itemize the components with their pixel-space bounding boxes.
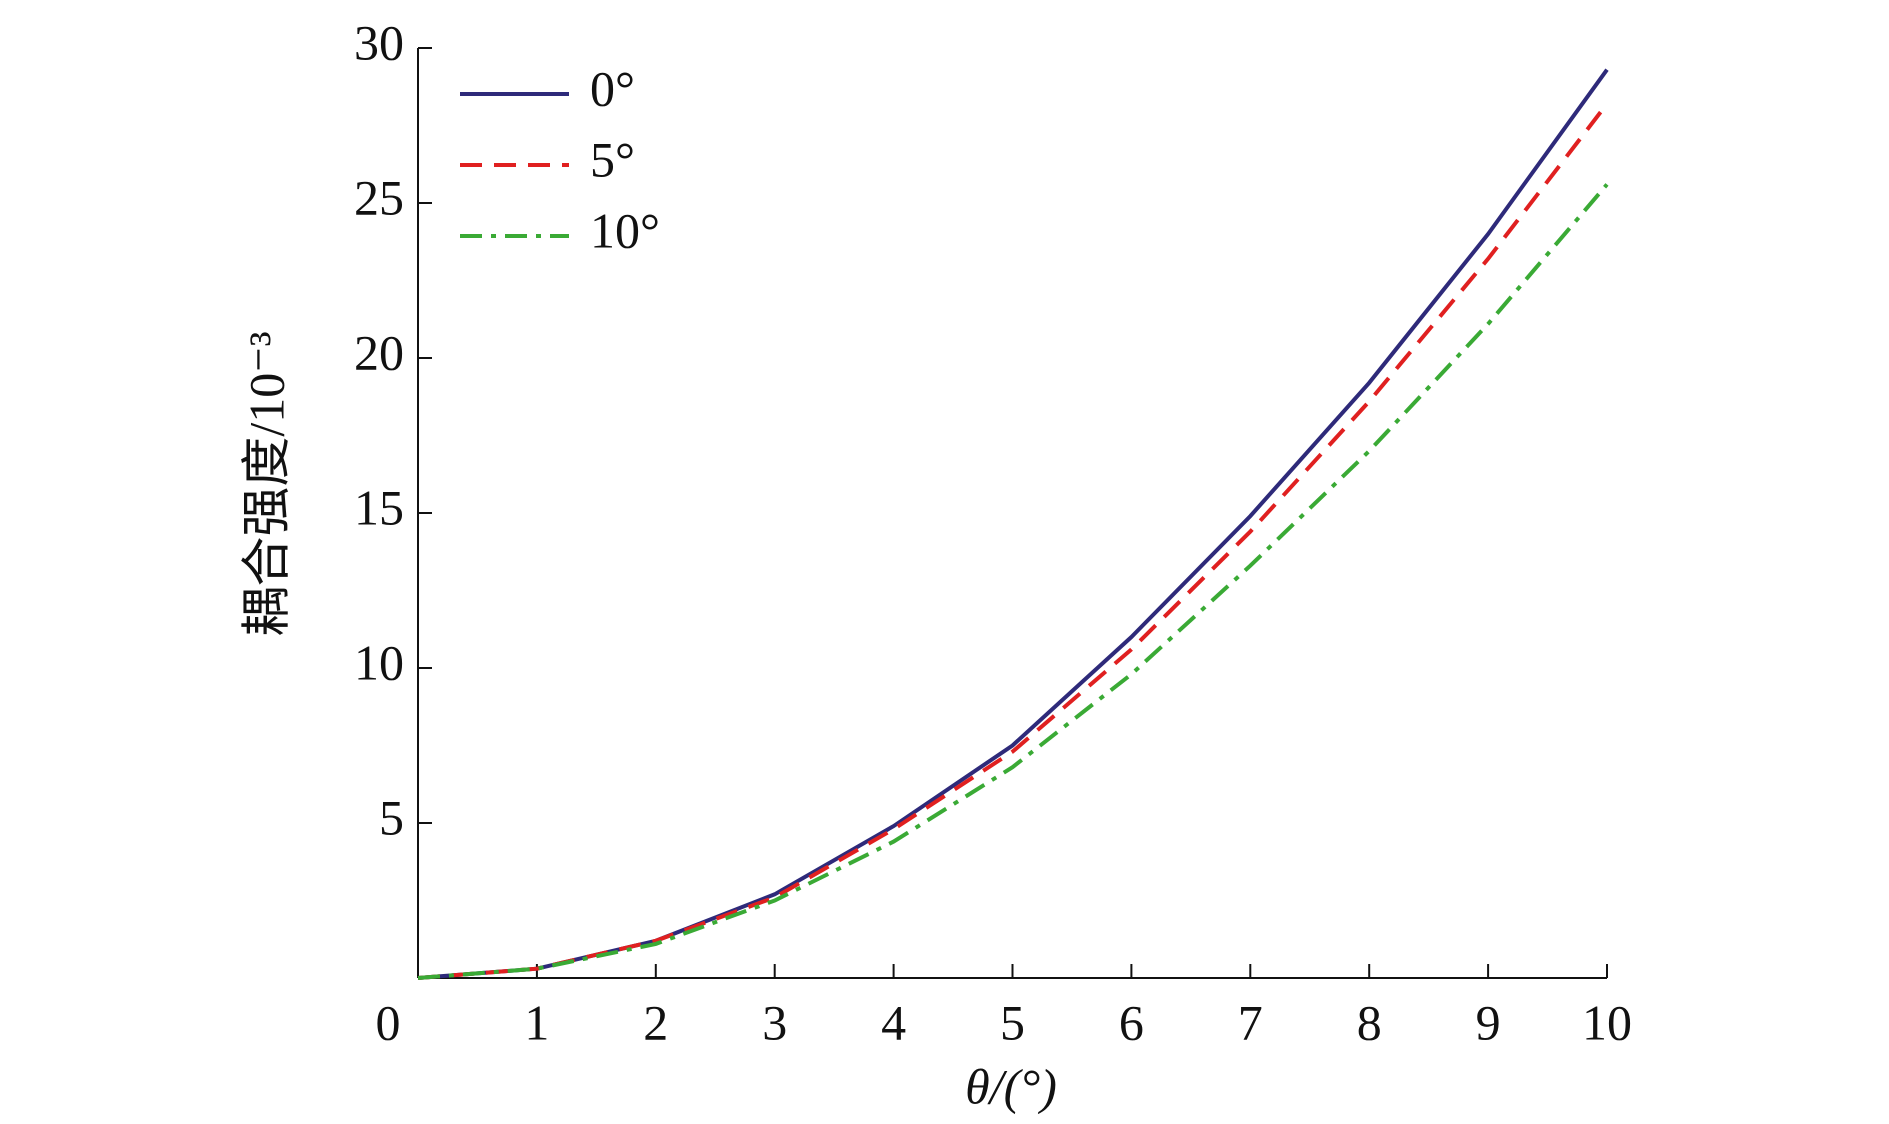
x-axis-label: θ/(°) bbox=[965, 1058, 1057, 1114]
legend-label: 5° bbox=[590, 131, 635, 187]
legend-label: 10° bbox=[590, 202, 660, 258]
y-axis-label: 耦合强度/10⁻³ bbox=[238, 331, 294, 636]
x-tick-label: 2 bbox=[643, 994, 668, 1050]
y-tick-label: 30 bbox=[354, 14, 404, 70]
series-line bbox=[417, 68, 1609, 980]
legend-label: 0° bbox=[590, 60, 635, 116]
x-tick-label: 9 bbox=[1476, 994, 1501, 1050]
y-tick-label: 10 bbox=[354, 634, 404, 690]
series-line bbox=[417, 102, 1609, 980]
x-tick-label: 1 bbox=[524, 994, 549, 1050]
x-tick-label: 4 bbox=[881, 994, 906, 1050]
y-tick-label: 20 bbox=[354, 324, 404, 380]
x-tick-label: 7 bbox=[1238, 994, 1263, 1050]
x-tick-label: 8 bbox=[1357, 994, 1382, 1050]
x-tick-label: 5 bbox=[1000, 994, 1025, 1050]
series-line bbox=[417, 183, 1609, 980]
y-tick-label: 25 bbox=[354, 169, 404, 225]
x-tick-label: 6 bbox=[1119, 994, 1144, 1050]
x-tick-label: 10 bbox=[1582, 994, 1632, 1050]
x-tick-label: 0 bbox=[376, 994, 401, 1050]
y-tick-label: 15 bbox=[354, 479, 404, 535]
x-tick-label: 3 bbox=[762, 994, 787, 1050]
y-tick-label: 5 bbox=[379, 789, 404, 845]
